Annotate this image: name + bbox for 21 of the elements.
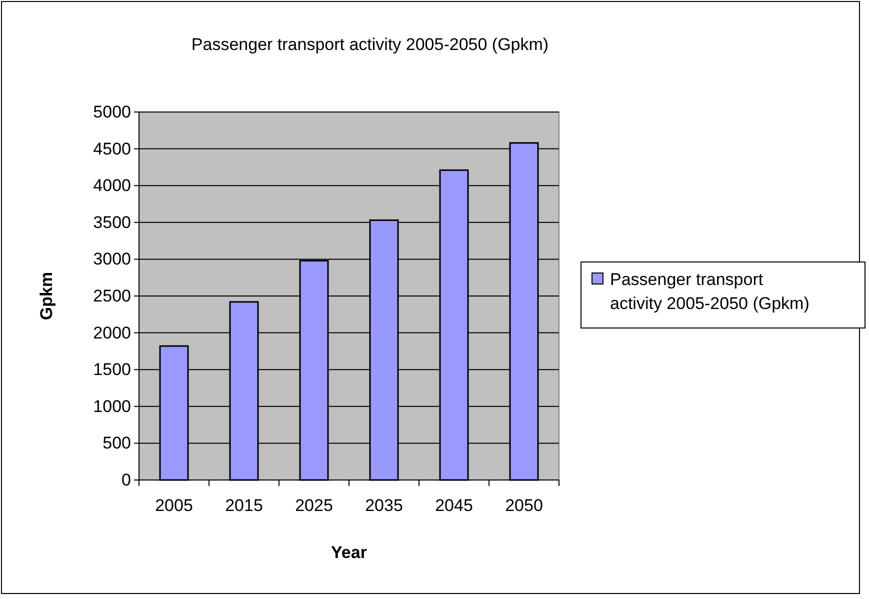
y-tick-label: 2500: [93, 286, 131, 306]
y-tick-label: 0: [122, 470, 131, 490]
y-tick-label: 1500: [93, 360, 131, 380]
y-tick-label: 500: [102, 434, 131, 453]
legend-label: Passenger transport activity 2005-2050 (Gpkm): [610, 270, 810, 313]
y-tick-label: 4000: [93, 176, 131, 196]
x-tick-label: 2025: [295, 496, 333, 515]
x-tick-label: 2035: [365, 496, 403, 515]
x-tick-label: 2045: [435, 496, 473, 515]
x-axis-title: Year: [331, 543, 368, 562]
y-tick-label: 4500: [93, 139, 131, 158]
y-tick-label: 5000: [93, 102, 131, 122]
x-tick-label: 2005: [155, 496, 193, 515]
y-axis-title: Gpkm: [37, 272, 56, 320]
chart-title: Passenger transport activity 2005-2050 (Gpkm): [191, 35, 549, 54]
y-tick-label: 1000: [93, 396, 131, 416]
y-tick-label: 3000: [93, 250, 131, 269]
x-tick-label: 2015: [225, 496, 263, 515]
y-tick-label: 2000: [93, 323, 131, 342]
x-tick-label: 2050: [505, 496, 543, 515]
y-tick-label: 3500: [93, 212, 131, 232]
